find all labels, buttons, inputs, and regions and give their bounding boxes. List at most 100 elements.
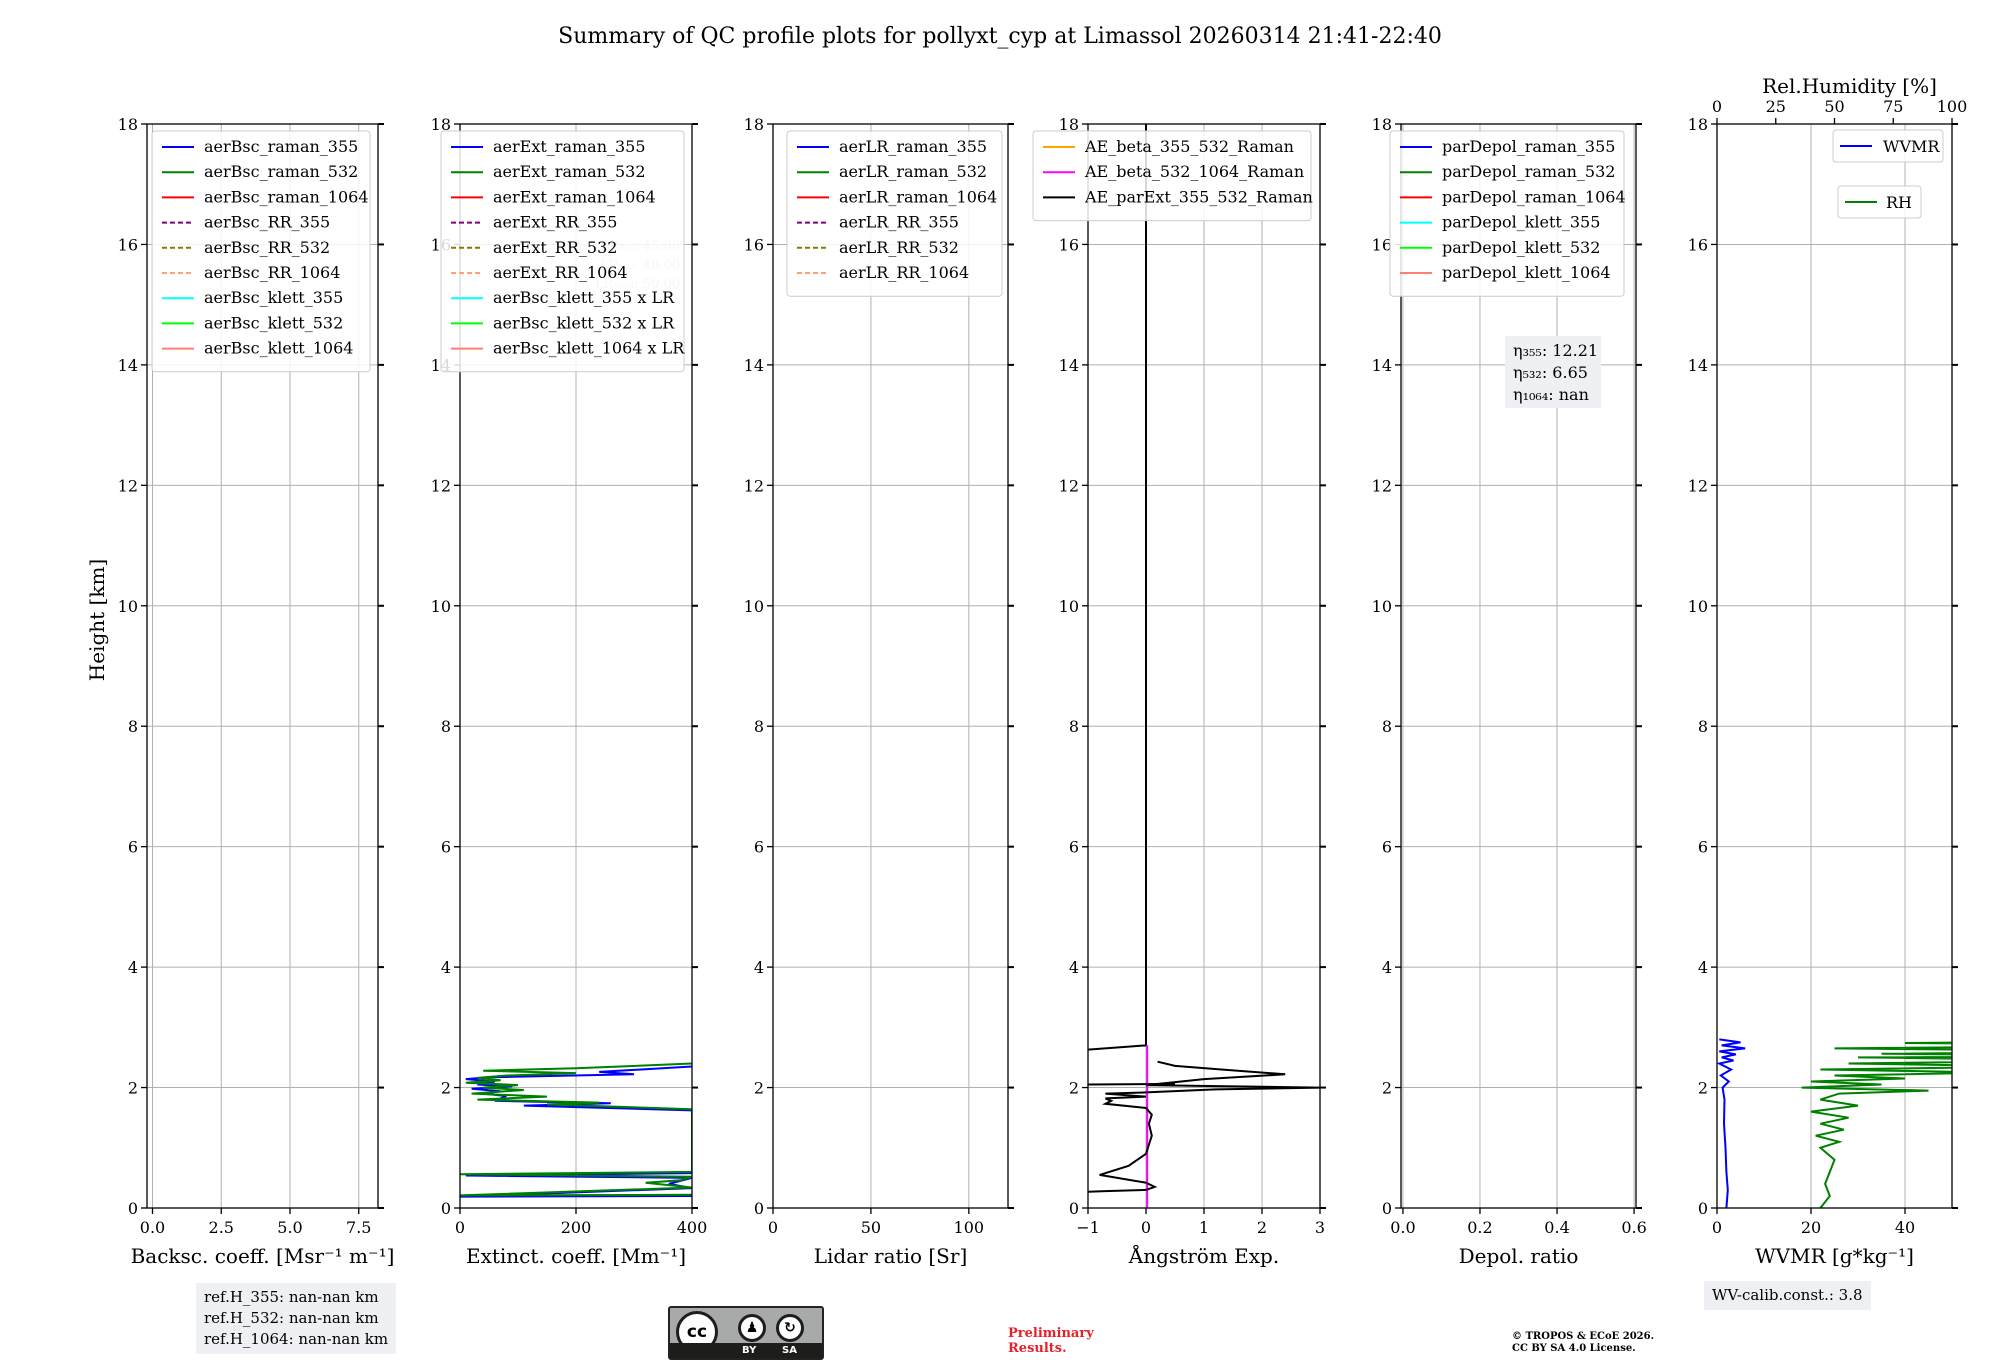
y-tick-label: 12 (1372, 476, 1392, 495)
legend-frame (1389, 130, 1625, 297)
y-axis-label: Height [km] (85, 559, 109, 681)
legend-label: aerLR_raman_1064 (839, 187, 997, 206)
legend-label: AE_parExt_355_532_Raman (1084, 187, 1313, 206)
y-tick-label: 14 (118, 356, 138, 375)
x-tick-label: 0 (1712, 1218, 1722, 1237)
cc-badge-bar (670, 1343, 822, 1358)
panel-depol: 0 2 4 6 8 10 12 14 16 18 0.0 0.2 0.4 0.6 Depol. ratio η… (1372, 115, 1647, 1268)
legend-label: parDepol_raman_1064 (1442, 187, 1626, 206)
preliminary-note: Preliminary Results. (1008, 1326, 1094, 1356)
y-tick-label: 10 (744, 597, 764, 616)
y-tick-label: 16 (118, 235, 138, 254)
x-axis-label: WVMR [g*kg⁻¹] (1755, 1244, 1914, 1268)
legend-label: aerBsc_klett_532 x LR (493, 313, 675, 332)
panel-frame (146, 123, 379, 1209)
legend-label: aerBsc_RR_532 (204, 238, 330, 257)
y-tick-label: 14 (1059, 356, 1079, 375)
panel-bsc: 0 2 4 6 8 10 12 14 16 18 0.0 2.5 5.0 7.5 Backsc. coeff… (118, 115, 395, 1268)
eta-annotation: η₅₃₂: 6.65 (1513, 363, 1588, 382)
cc-by-label: BY (742, 1345, 757, 1356)
x-tick-label: 0.0 (1390, 1218, 1415, 1237)
x-tick-label: 3 (1315, 1218, 1325, 1237)
legend-label: aerExt_RR_355 (493, 213, 617, 232)
y-tick-label: 12 (118, 476, 138, 495)
y-tick-label: 16 (1372, 235, 1392, 254)
y-tick-label: 18 (1059, 115, 1079, 134)
y-tick-label: 8 (754, 717, 764, 736)
y-tick-label: 0 (441, 1199, 451, 1218)
y-tick-label: 6 (441, 838, 451, 857)
x-axis-label: Ångström Exp. (1128, 1243, 1279, 1268)
series-line-WVMR (1717, 1038, 1746, 1208)
y-tick-label: 16 (1688, 235, 1708, 254)
legend-frame (151, 130, 371, 373)
legend-label: aerExt_RR_1064 (493, 263, 628, 282)
ref-height-355: ref.H_355: nan-nan km (204, 1288, 379, 1306)
y-tick-label: 14 (744, 356, 764, 375)
panel-ext: 0246810121416180200400Extinct. coeff. [M… (431, 115, 708, 1268)
legend-label: aerLR_raman_355 (839, 137, 987, 156)
legend-label: AE_beta_355_532_Raman (1084, 137, 1294, 156)
y-tick-label: 14 (1372, 356, 1392, 375)
cc-logo-text: cc (686, 1322, 708, 1342)
y-tick-label: 8 (1069, 717, 1079, 736)
panel-frame (1400, 123, 1637, 1209)
x-tick-label: 0.6 (1621, 1218, 1646, 1237)
y-tick-label: 18 (744, 115, 764, 134)
y-tick-label: 8 (1698, 717, 1708, 736)
legend-frame (1837, 185, 1922, 219)
x-tick-label: 2 (1257, 1218, 1267, 1237)
y-tick-label: 12 (431, 476, 451, 495)
x-axis-label: Backsc. coeff. [Msr⁻¹ m⁻¹] (131, 1244, 395, 1268)
y-tick-label: 18 (1688, 115, 1708, 134)
wv-calib-text: WV-calib.const.: 3.8 (1712, 1286, 1863, 1304)
y-tick-label: 2 (441, 1079, 451, 1098)
y-tick-label: 12 (1059, 476, 1079, 495)
x-axis-label: Depol. ratio (1459, 1244, 1579, 1268)
y-tick-label: 10 (118, 597, 138, 616)
y-tick-label: 2 (1698, 1079, 1708, 1098)
y-tick-label: 2 (128, 1079, 138, 1098)
cc-license-badge[interactable]: cc ♟ ↻ BY SA (668, 1306, 824, 1360)
x-tick-label: 0.2 (1467, 1218, 1492, 1237)
legend-frame (1832, 129, 1944, 163)
y-tick-label: 4 (128, 958, 138, 977)
y-tick-label: 2 (1069, 1079, 1079, 1098)
legend-label: parDepol_klett_532 (1442, 238, 1600, 257)
legend-label: WVMR (1883, 137, 1940, 156)
legend-label: aerBsc_klett_532 (204, 313, 343, 332)
wv-calib-box: WV-calib.const.: 3.8 (1704, 1281, 1871, 1310)
y-tick-label: 10 (431, 597, 451, 616)
attribution-person-icon: ♟ (738, 1314, 766, 1342)
series-line-AE_parExt_355_532_Raman (1088, 124, 1147, 1051)
share-alike-icon: ↻ (776, 1314, 804, 1342)
legend-label: parDepol_raman_355 (1442, 137, 1615, 156)
x-tick-label: 7.5 (346, 1218, 371, 1237)
top-x-tick-label: 50 (1824, 97, 1844, 116)
y-tick-label: 0 (754, 1199, 764, 1218)
y-tick-label: 10 (1059, 597, 1079, 616)
legend-frame (786, 130, 1003, 297)
legend-label: aerBsc_raman_532 (204, 162, 358, 181)
y-tick-label: 6 (128, 838, 138, 857)
y-tick-label: 10 (1372, 597, 1392, 616)
legend-label: aerExt_raman_532 (493, 162, 646, 181)
x-axis-label: Extinct. coeff. [Mm⁻¹] (466, 1244, 686, 1268)
ref-height-1064: ref.H_1064: nan-nan km (204, 1330, 389, 1348)
legend-label: aerExt_RR_532 (493, 238, 617, 257)
y-tick-label: 16 (1059, 235, 1079, 254)
legend-label: aerLR_RR_355 (839, 213, 959, 232)
x-tick-label: 2.5 (209, 1218, 234, 1237)
y-tick-label: 6 (1698, 838, 1708, 857)
y-tick-label: 10 (1688, 597, 1708, 616)
legend-label: aerBsc_raman_355 (204, 137, 358, 156)
eta-annotation-box (1505, 336, 1601, 408)
legend-label: AE_beta_532_1064_Raman (1084, 162, 1304, 181)
legend-label: aerBsc_RR_1064 (204, 263, 340, 282)
y-tick-label: 0 (1382, 1199, 1392, 1218)
x-tick-label: 0 (455, 1218, 465, 1237)
x-tick-label: −1 (1076, 1218, 1100, 1237)
